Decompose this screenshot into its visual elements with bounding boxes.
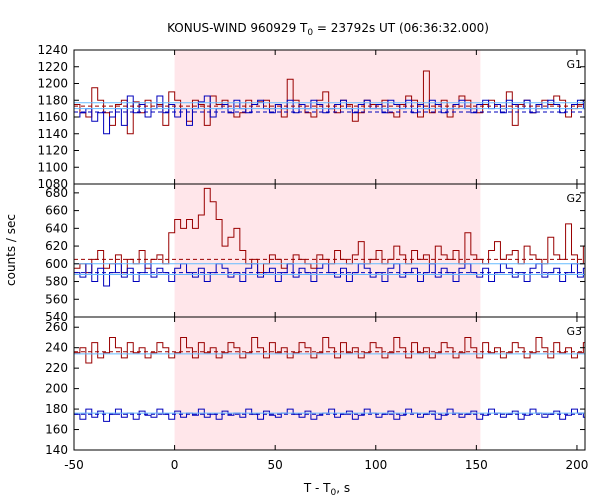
y-tick-label: 560 [45, 292, 68, 306]
y-tick-label: 600 [45, 257, 68, 271]
y-tick-label: 160 [45, 423, 68, 437]
panel-label: G1 [566, 58, 582, 71]
y-tick-label: 680 [45, 186, 68, 200]
plot-area [74, 70, 585, 135]
x-tick-label: 150 [465, 458, 488, 472]
y-tick-label: 620 [45, 239, 68, 253]
x-tick-label: 50 [268, 458, 283, 472]
y-tick-label: 1220 [37, 60, 68, 74]
shaded-interval [174, 50, 481, 184]
y-tick-label: 640 [45, 221, 68, 235]
y-tick-label: 1180 [37, 93, 68, 107]
panels-group: 1080 1100 1120 1140 1160 1180 1200 1220 1240 G1 54… [37, 43, 588, 472]
y-tick-label: 1140 [37, 127, 68, 141]
y-tick-label: 260 [45, 320, 68, 334]
x-tick-label: 200 [565, 458, 588, 472]
y-tick-label: 660 [45, 204, 68, 218]
panel-label: G2 [566, 192, 582, 205]
series-blue-histogram [74, 95, 585, 135]
series-dark-histogram [74, 336, 585, 364]
y-tick-label: 220 [45, 361, 68, 375]
panel-g2: 540 560 580 600 620 640 660 680 G2 [45, 183, 586, 324]
x-tick-label: 100 [364, 458, 387, 472]
y-tick-label: 1200 [37, 77, 68, 91]
y-tick-label: 140 [45, 443, 68, 457]
y-tick-label: 1240 [37, 43, 68, 57]
x-tick-label: -50 [64, 458, 84, 472]
y-tick-label: 1080 [37, 177, 68, 191]
x-axis-label: T - T0, s [303, 481, 350, 498]
y-tick-label: 540 [45, 310, 68, 324]
chart-title: KONUS-WIND 960929 T0 = 23792s UT (06:36:… [167, 21, 489, 38]
x-axis-label-main: T - T [303, 481, 331, 495]
series-dark-histogram [74, 187, 585, 274]
shaded-interval [174, 317, 481, 450]
x-tick-label: 0 [171, 458, 179, 472]
y-axis-label: counts / sec [4, 214, 18, 286]
series-blue-histogram [74, 263, 585, 287]
plot-area [74, 336, 585, 422]
panel-g1: 1080 1100 1120 1140 1160 1180 1200 1220 1240 G1 [37, 43, 586, 191]
plot-area [74, 187, 585, 287]
panel-frame [73, 316, 586, 451]
panel-g3: 140 160 180 200 220 240 260 G3 [45, 316, 586, 457]
y-tick-label: 1120 [37, 144, 68, 158]
panel-label: G3 [566, 325, 582, 338]
chart-title-subscript: 0 [307, 28, 313, 38]
x-axis-label-rest: , s [336, 481, 350, 495]
y-tick-label: 1100 [37, 160, 68, 174]
series-dark-histogram [74, 70, 585, 135]
shaded-interval [174, 184, 481, 317]
y-tick-label: 1160 [37, 110, 68, 124]
y-tick-label: 240 [45, 341, 68, 355]
y-tick-label: 580 [45, 275, 68, 289]
x-axis-label-subscript: 0 [331, 488, 337, 498]
chart-title-rest: = 23792s UT (06:36:32.000) [313, 21, 489, 35]
y-tick-label: 180 [45, 402, 68, 416]
y-tick-label: 200 [45, 382, 68, 396]
chart-title-main: KONUS-WIND 960929 T [167, 21, 308, 35]
series-blue-histogram [74, 408, 585, 422]
